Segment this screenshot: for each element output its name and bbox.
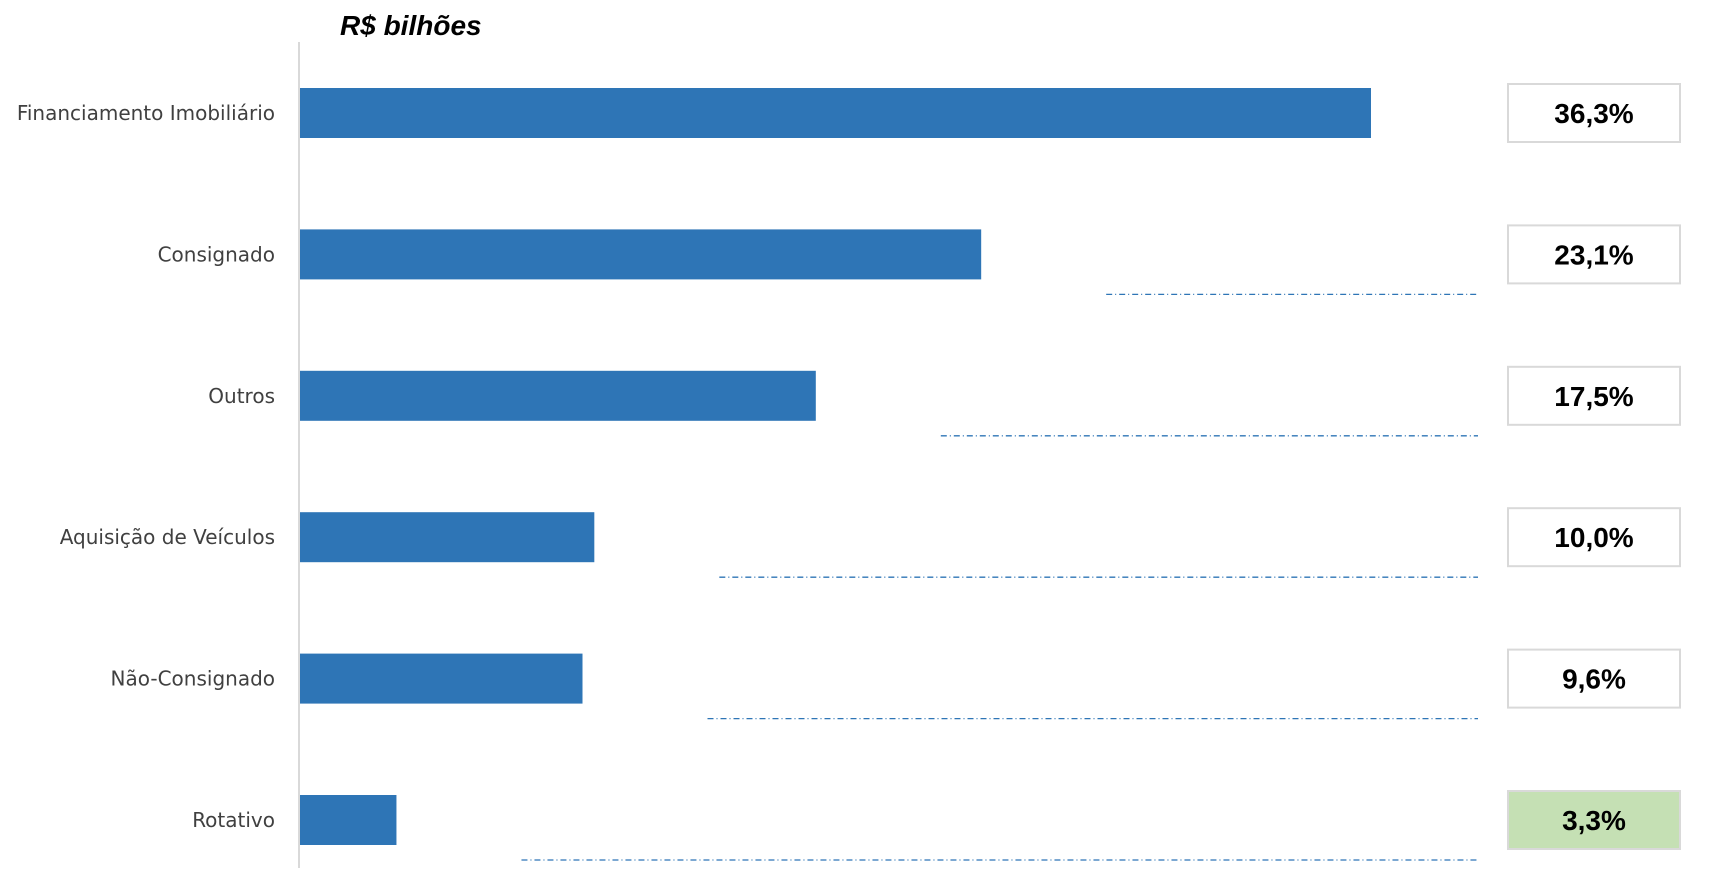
bar-0: [299, 88, 1371, 138]
share-label-1: 23,1%: [1554, 239, 1633, 270]
share-label-0: 36,3%: [1554, 98, 1633, 129]
category-label-0: Financiamento Imobiliário: [17, 101, 275, 125]
bar-4: [299, 653, 583, 704]
share-box-2: [1507, 365, 1681, 426]
share-box-4: [1507, 648, 1681, 709]
share-label-5: 3,3%: [1562, 805, 1626, 836]
share-label-3: 10,0%: [1554, 522, 1633, 553]
category-label-4: Não-Consignado: [111, 667, 275, 691]
bar-2: [299, 370, 816, 421]
share-box-0: [1507, 83, 1681, 143]
share-boxes: 36,3% 23,1% 17,5% 10,0% 9,6% 3,3%: [1507, 83, 1681, 850]
share-label-4: 9,6%: [1562, 664, 1626, 695]
category-label-3: Aquisição de Veículos: [60, 525, 275, 549]
category-label-5: Rotativo: [192, 808, 275, 832]
category-label-2: Outros: [208, 384, 275, 408]
bar-1: [299, 229, 982, 280]
share-box-5: [1507, 790, 1681, 850]
bars: [299, 88, 1371, 845]
bar-5: [299, 795, 397, 845]
share-box-1: [1507, 224, 1681, 285]
category-label-1: Consignado: [158, 242, 275, 266]
leader-lines: [521, 293, 1478, 861]
unit-label: R$ bilhões: [340, 10, 482, 41]
share-box-3: [1507, 507, 1681, 568]
category-labels: Financiamento Imobiliário Consignado Outro…: [17, 101, 275, 832]
bar-3: [299, 512, 595, 563]
share-label-2: 17,5%: [1554, 381, 1633, 412]
